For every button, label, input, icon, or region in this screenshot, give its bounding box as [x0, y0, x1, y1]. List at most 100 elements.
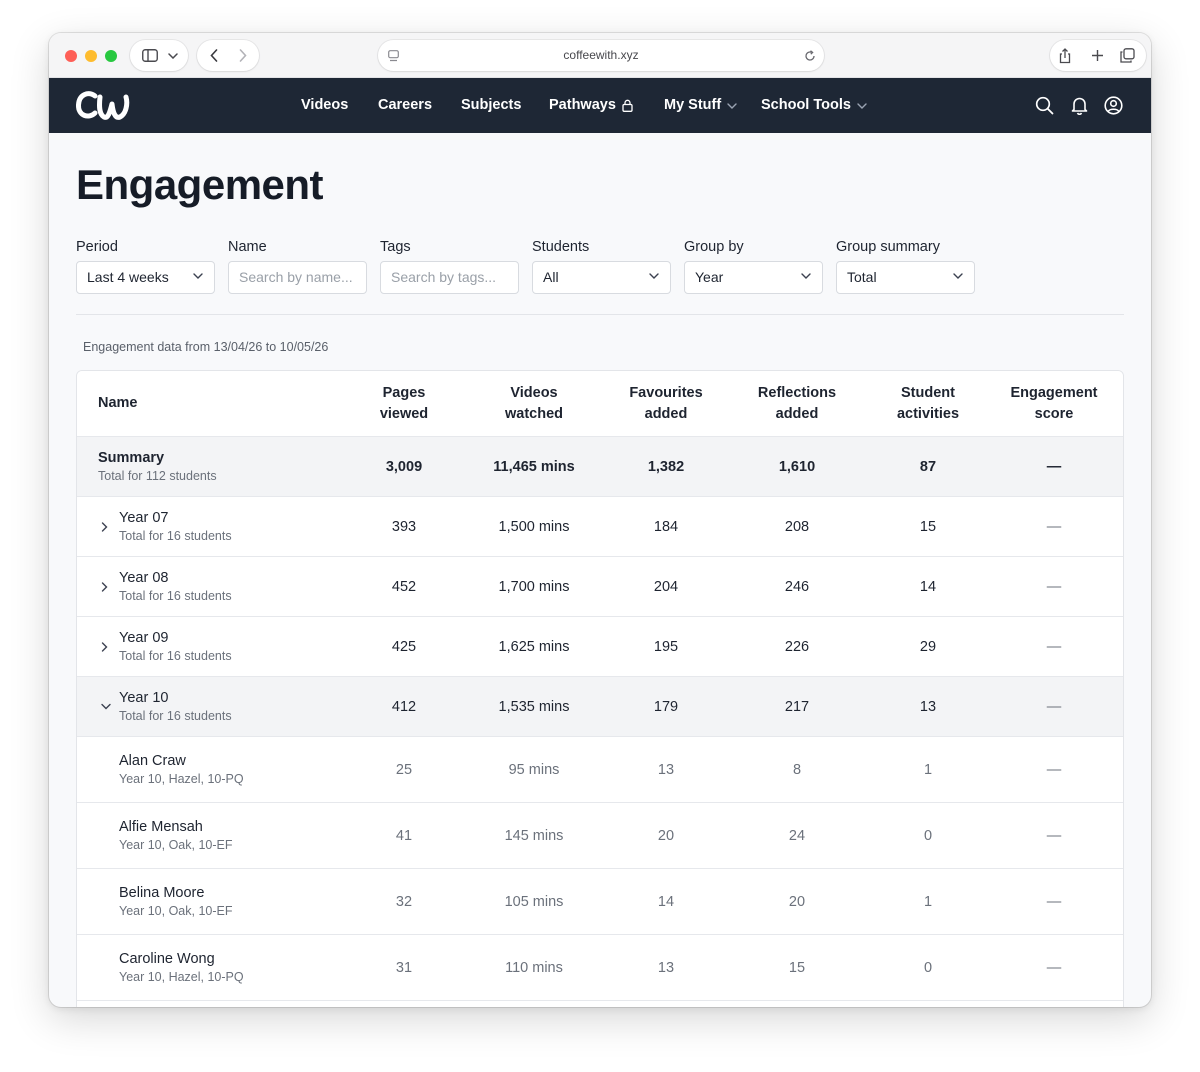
column-header-reflections-added[interactable]: Reflections added — [732, 371, 862, 436]
period-label: Period — [76, 239, 118, 255]
bell-icon[interactable] — [1068, 94, 1090, 116]
reflections-added-cell: 15 — [788, 959, 806, 976]
student-activities-cell: 1 — [923, 761, 933, 778]
back-icon[interactable] — [203, 40, 225, 71]
row-name: Year 08 — [119, 569, 169, 586]
tab-overview-icon[interactable] — [1116, 40, 1138, 71]
student-activities-cell: 13 — [919, 698, 937, 715]
row-name: Year 07 — [119, 509, 169, 526]
chevron-down-icon[interactable] — [101, 677, 111, 736]
account-icon[interactable] — [1102, 94, 1124, 116]
videos-watched-cell: 105 mins — [504, 893, 564, 910]
engagement-score-cell: — — [1046, 518, 1062, 535]
student-name-cell: Caroline Wong Year 10, Hazel, 10-PQ — [119, 935, 244, 1000]
engagement-score-cell: — — [1046, 761, 1062, 778]
student-row[interactable]: Belina Moore Year 10, Oak, 10-EF 32 105 … — [77, 869, 1123, 935]
row-name: Caroline Wong — [119, 950, 215, 967]
group-row-year-10[interactable]: Year 10 Total for 16 students 412 1,535 … — [77, 677, 1123, 737]
row-subtext: Year 10, Hazel, 10-PQ — [119, 771, 244, 786]
sidebar-toggle-group — [130, 40, 188, 71]
nav-my-stuff[interactable]: My Stuff — [664, 78, 737, 133]
address-bar[interactable]: coffeewith.xyz — [378, 40, 824, 71]
student-activities-cell: 1 — [923, 893, 933, 910]
zoom-window-button[interactable] — [105, 50, 117, 62]
group-summary-select[interactable]: Total — [836, 261, 975, 294]
chevron-down-icon[interactable] — [165, 40, 181, 71]
group-by-label: Group by — [684, 239, 744, 255]
nav-pathways-label: Pathways — [549, 97, 616, 113]
nav-school-tools[interactable]: School Tools — [761, 78, 867, 133]
favourites-added-cell: 179 — [653, 698, 679, 715]
engagement-score-cell: — — [1046, 578, 1062, 595]
reflections-added-cell: 226 — [784, 638, 810, 655]
chevron-right-icon[interactable] — [101, 497, 108, 556]
share-icon[interactable] — [1054, 40, 1076, 71]
student-row[interactable]: Alfie Mensah Year 10, Oak, 10-EF 41 145 … — [77, 803, 1123, 869]
nav-videos[interactable]: Videos — [301, 78, 348, 133]
column-header-line: Pages — [382, 384, 426, 401]
student-activities-cell: 15 — [919, 518, 937, 535]
column-header-name[interactable]: Name — [98, 371, 138, 436]
browser-actions-group — [1050, 40, 1146, 71]
favourites-added-cell: 204 — [653, 578, 679, 595]
pages-viewed-cell: 393 — [391, 518, 417, 535]
reload-icon[interactable] — [802, 40, 818, 71]
period-value: Last 4 weeks — [87, 269, 169, 285]
column-header-videos-watched[interactable]: Videos watched — [469, 371, 599, 436]
row-subtext: Year 10, Oak, 10-EF — [119, 903, 233, 918]
reflections-added-cell: 217 — [784, 698, 810, 715]
column-header-line: Videos — [510, 384, 558, 401]
favourites-added-cell: 13 — [657, 761, 675, 778]
column-header-student-activities[interactable]: Student activities — [863, 371, 993, 436]
tags-search-input[interactable]: Search by tags... — [380, 261, 519, 294]
engagement-score-cell: — — [1046, 638, 1062, 655]
chevron-down-icon — [953, 273, 963, 279]
column-header-line: Favourites — [629, 384, 703, 401]
nav-careers[interactable]: Careers — [378, 78, 432, 133]
period-select[interactable]: Last 4 weeks — [76, 261, 215, 294]
group-row-year-08[interactable]: Year 08 Total for 16 students 452 1,700 … — [77, 557, 1123, 617]
pages-viewed-cell: 3,009 — [385, 458, 423, 475]
student-activities-cell: 14 — [919, 578, 937, 595]
chevron-down-icon — [727, 102, 737, 109]
sidebar-icon[interactable] — [139, 40, 161, 71]
pages-viewed-cell: 452 — [391, 578, 417, 595]
students-label: Students — [532, 239, 590, 255]
new-tab-icon[interactable] — [1086, 40, 1108, 71]
students-select[interactable]: All — [532, 261, 671, 294]
nav-subjects[interactable]: Subjects — [461, 78, 521, 133]
page-menu-icon[interactable] — [384, 40, 402, 71]
close-window-button[interactable] — [65, 50, 77, 62]
chevron-right-icon[interactable] — [101, 557, 108, 616]
student-name-cell: Alfie Mensah Year 10, Oak, 10-EF — [119, 803, 233, 868]
engagement-score-cell: — — [1046, 959, 1062, 976]
search-icon[interactable] — [1033, 94, 1055, 116]
coffeewith-logo-icon — [76, 91, 130, 120]
group-by-select[interactable]: Year — [684, 261, 823, 294]
student-row[interactable]: Caroline Wong Year 10, Hazel, 10-PQ 31 1… — [77, 935, 1123, 1001]
row-name: Summary — [98, 449, 165, 466]
logo[interactable] — [75, 88, 131, 128]
chevron-right-icon[interactable] — [101, 617, 108, 676]
column-header-pages-viewed[interactable]: Pages viewed — [345, 371, 463, 436]
column-header-engagement-score[interactable]: Engagement score — [994, 371, 1114, 436]
pages-viewed-cell: 425 — [391, 638, 417, 655]
row-subtext: Total for 16 students — [119, 528, 232, 543]
forward-icon[interactable] — [232, 40, 254, 71]
row-subtext: Total for 112 students — [98, 468, 217, 483]
group-row-year-07[interactable]: Year 07 Total for 16 students 393 1,500 … — [77, 497, 1123, 557]
name-search-input[interactable]: Search by name... — [228, 261, 367, 294]
group-row-year-09[interactable]: Year 09 Total for 16 students 425 1,625 … — [77, 617, 1123, 677]
row-subtext: Year 10, Hazel, 10-PQ — [119, 969, 244, 984]
column-header-favourites-added[interactable]: Favourites added — [601, 371, 731, 436]
row-subtext: Total for 16 students — [119, 708, 232, 723]
nav-pathways[interactable]: Pathways — [549, 78, 633, 133]
student-row[interactable]: Alan Craw Year 10, Hazel, 10-PQ 25 95 mi… — [77, 737, 1123, 803]
group-name-cell: Year 09 Total for 16 students — [119, 617, 232, 676]
favourites-added-cell: 184 — [653, 518, 679, 535]
chevron-down-icon — [649, 273, 659, 279]
column-header-line: Student — [901, 384, 955, 401]
column-header-line: viewed — [379, 405, 429, 422]
videos-watched-cell: 1,625 mins — [498, 638, 570, 655]
minimize-window-button[interactable] — [85, 50, 97, 62]
